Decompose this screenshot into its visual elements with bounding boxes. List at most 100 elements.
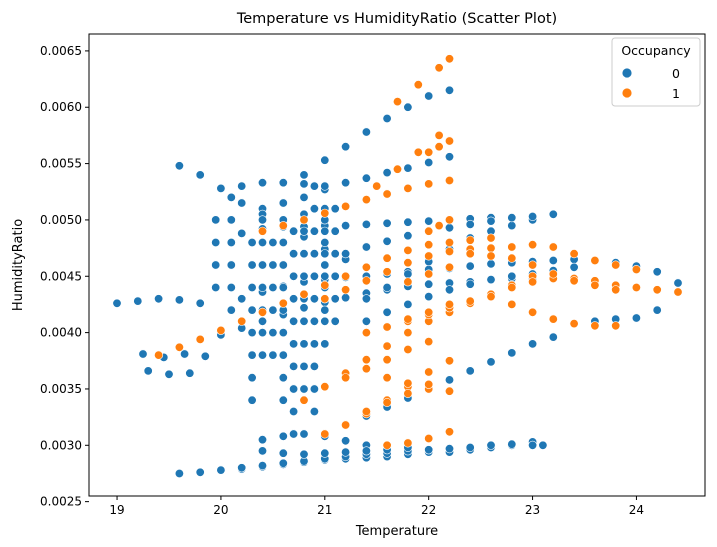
- scatter-point-occupancy-0: [133, 296, 143, 306]
- scatter-point-occupancy-0: [211, 282, 221, 292]
- scatter-point-occupancy-1: [444, 215, 454, 225]
- scatter-point-occupancy-0: [174, 161, 184, 171]
- scatter-point-occupancy-0: [257, 350, 267, 360]
- scatter-point-occupancy-0: [278, 448, 288, 458]
- scatter-point-occupancy-1: [528, 260, 538, 270]
- scatter-point-occupancy-1: [361, 355, 371, 365]
- scatter-point-occupancy-0: [465, 219, 475, 229]
- scatter-point-occupancy-1: [195, 334, 205, 344]
- scatter-point-occupancy-1: [320, 208, 330, 218]
- scatter-point-occupancy-0: [320, 448, 330, 458]
- scatter-point-occupancy-1: [382, 341, 392, 351]
- scatter-point-occupancy-1: [174, 342, 184, 352]
- scatter-point-occupancy-0: [174, 295, 184, 305]
- scatter-point-occupancy-0: [247, 373, 257, 383]
- scatter-point-occupancy-0: [278, 178, 288, 188]
- scatter-point-occupancy-1: [507, 253, 517, 263]
- scatter-point-occupancy-1: [424, 147, 434, 157]
- scatter-point-occupancy-0: [195, 467, 205, 477]
- scatter-point-occupancy-1: [382, 267, 392, 277]
- scatter-point-occupancy-1: [403, 344, 413, 354]
- scatter-point-occupancy-0: [320, 271, 330, 281]
- scatter-point-occupancy-1: [424, 433, 434, 443]
- scatter-point-occupancy-1: [507, 299, 517, 309]
- scatter-point-occupancy-1: [444, 356, 454, 366]
- scatter-point-occupancy-1: [590, 321, 600, 331]
- scatter-point-occupancy-0: [226, 215, 236, 225]
- scatter-point-occupancy-0: [211, 260, 221, 270]
- scatter-point-occupancy-0: [444, 375, 454, 385]
- scatter-point-occupancy-0: [164, 369, 174, 379]
- scatter-point-occupancy-0: [216, 183, 226, 193]
- scatter-point-occupancy-1: [278, 298, 288, 308]
- scatter-point-occupancy-1: [382, 355, 392, 365]
- scatter-point-occupancy-0: [652, 267, 662, 277]
- y-tick-label: 0.0040: [40, 326, 82, 340]
- scatter-point-occupancy-0: [226, 260, 236, 270]
- scatter-point-occupancy-0: [257, 215, 267, 225]
- scatter-point-occupancy-0: [403, 163, 413, 173]
- scatter-point-occupancy-1: [341, 201, 351, 211]
- y-axis-ticks: 0.0025 0.0030 0.0035 0.0040 0.0045 0.0050 0.00…: [40, 44, 89, 509]
- x-axis-label: Temperature: [355, 524, 438, 539]
- scatter-point-occupancy-0: [309, 204, 319, 214]
- scatter-point-occupancy-1: [382, 253, 392, 263]
- scatter-point-occupancy-0: [299, 449, 309, 459]
- x-tick-label: 24: [629, 503, 644, 517]
- scatter-point-occupancy-1: [486, 233, 496, 243]
- scatter-point-occupancy-0: [507, 348, 517, 358]
- scatter-point-occupancy-0: [289, 271, 299, 281]
- scatter-point-occupancy-0: [247, 282, 257, 292]
- scatter-point-occupancy-1: [486, 292, 496, 302]
- scatter-point-occupancy-1: [424, 367, 434, 377]
- scatter-point-occupancy-1: [382, 189, 392, 199]
- scatter-point-occupancy-0: [268, 238, 278, 248]
- y-tick-label: 0.0055: [40, 157, 82, 171]
- scatter-point-occupancy-0: [341, 293, 351, 303]
- scatter-point-occupancy-1: [257, 307, 267, 317]
- scatter-point-occupancy-0: [257, 446, 267, 456]
- scatter-point-occupancy-0: [278, 395, 288, 405]
- scatter-point-occupancy-1: [361, 364, 371, 374]
- scatter-point-occupancy-1: [611, 285, 621, 295]
- scatter-point-occupancy-1: [424, 251, 434, 261]
- y-tick-label: 0.0065: [40, 44, 82, 58]
- legend-label-1: 1: [672, 86, 680, 101]
- scatter-point-occupancy-1: [486, 251, 496, 261]
- scatter-point-occupancy-0: [569, 262, 579, 272]
- scatter-point-occupancy-0: [507, 221, 517, 231]
- scatter-point-occupancy-1: [444, 386, 454, 396]
- scatter-point-occupancy-0: [299, 316, 309, 326]
- legend-marker-1: [621, 87, 633, 99]
- scatter-point-occupancy-0: [403, 269, 413, 279]
- x-tick-label: 20: [213, 503, 228, 517]
- x-tick-label: 22: [421, 503, 436, 517]
- scatter-point-occupancy-0: [211, 215, 221, 225]
- scatter-point-occupancy-1: [361, 262, 371, 272]
- scatter-point-occupancy-1: [403, 314, 413, 324]
- scatter-point-occupancy-0: [320, 155, 330, 165]
- scatter-point-occupancy-1: [299, 215, 309, 225]
- scatter-point-occupancy-0: [548, 332, 558, 342]
- scatter-point-occupancy-0: [247, 238, 257, 248]
- scatter-point-occupancy-0: [278, 328, 288, 338]
- scatter-point-occupancy-0: [361, 316, 371, 326]
- x-tick-label: 21: [317, 503, 332, 517]
- scatter-point-occupancy-0: [330, 316, 340, 326]
- scatter-point-occupancy-1: [424, 307, 434, 317]
- scatter-point-occupancy-1: [528, 307, 538, 317]
- scatter-point-occupancy-0: [631, 313, 641, 323]
- points-layer: [112, 54, 683, 478]
- scatter-point-occupancy-1: [465, 296, 475, 306]
- scatter-point-occupancy-0: [247, 328, 257, 338]
- plot-frame: [88, 33, 706, 497]
- y-tick-label: 0.0025: [40, 495, 82, 509]
- scatter-point-occupancy-0: [299, 249, 309, 259]
- scatter-point-occupancy-0: [320, 226, 330, 236]
- scatter-point-occupancy-0: [268, 305, 278, 315]
- y-tick-label: 0.0035: [40, 382, 82, 396]
- scatter-point-occupancy-0: [341, 221, 351, 231]
- scatter-point-occupancy-0: [289, 339, 299, 349]
- scatter-point-occupancy-1: [424, 269, 434, 279]
